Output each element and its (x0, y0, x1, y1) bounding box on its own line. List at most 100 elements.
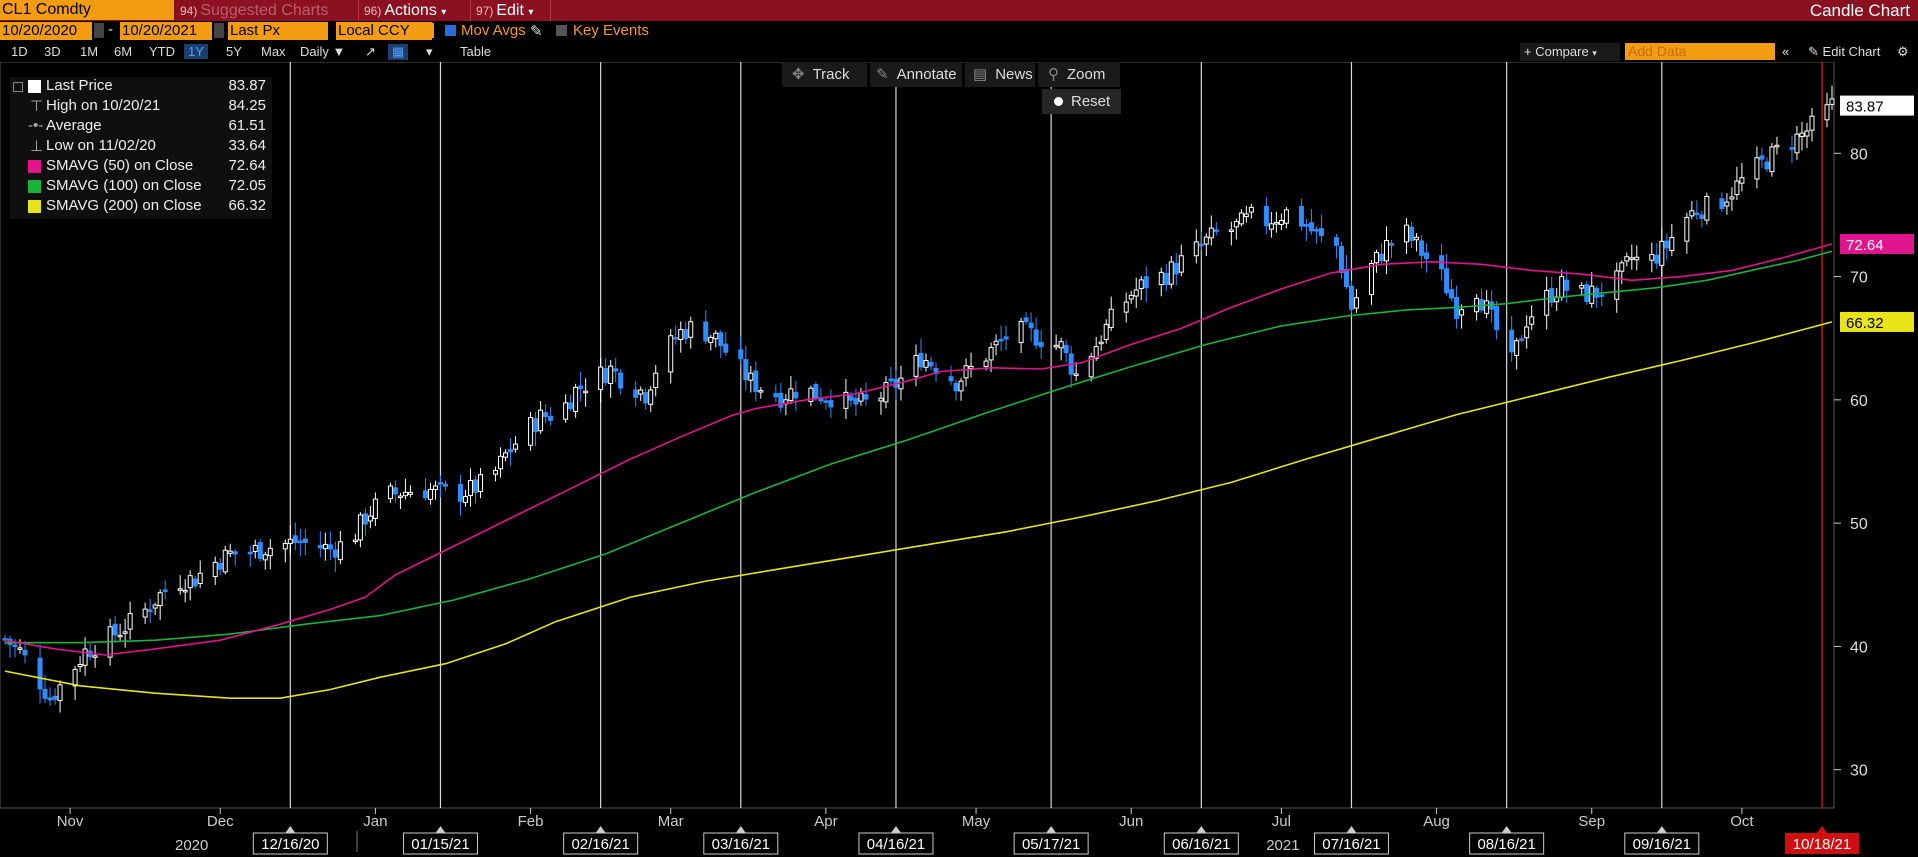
candle-down (1584, 284, 1590, 302)
candle-down (1494, 306, 1500, 331)
chart-type-dropdown-icon[interactable]: ▾ (426, 44, 433, 59)
legend-label: High on 10/20/21 (46, 97, 161, 114)
calendar-icon[interactable] (94, 23, 104, 38)
candle-up (648, 389, 654, 405)
calendar-icon[interactable] (214, 23, 224, 38)
candle-chart-icon[interactable]: ▦ (388, 44, 409, 60)
x-month-label: Apr (814, 813, 837, 830)
gear-icon[interactable]: ⚙ (1897, 44, 1909, 59)
candle-down (1564, 279, 1570, 291)
mov-avgs-label[interactable]: Mov Avgs (461, 22, 526, 39)
compare-button[interactable]: + Compare ▾ (1520, 43, 1620, 61)
candle-up (1368, 263, 1374, 295)
candle-up (387, 485, 393, 500)
range-3d[interactable]: 3D (44, 44, 61, 59)
candle-down (2, 638, 8, 641)
candle-up (1128, 294, 1134, 300)
suggested-charts-menu[interactable]: 94) Suggested Charts (180, 0, 328, 21)
line-chart-icon[interactable]: ↗ (365, 44, 376, 59)
actions-menu[interactable]: 96) Actions ▾ (364, 0, 446, 21)
zoom-label: Zoom (1067, 66, 1106, 83)
range-5y[interactable]: 5Y (226, 44, 242, 59)
x-month-label: Nov (57, 813, 84, 830)
legend-label: SMAVG (200) on Close (46, 197, 202, 214)
actions-label: Actions (384, 2, 437, 19)
candle-down (1759, 155, 1765, 160)
candle-chart[interactable]: 30 40 50 60 70 80 83.87 72.64 66.32 Nov Dec Jan Feb M… (0, 62, 1918, 857)
price-tag-label: 72.64 (1846, 237, 1884, 254)
edit-menu[interactable]: 97) Edit ▾ (476, 0, 533, 21)
candle-up (1579, 284, 1585, 289)
date-marker-pointer (735, 826, 746, 833)
candle-up (1073, 373, 1079, 376)
candle-down (247, 551, 253, 555)
x-month-label: Oct (1730, 813, 1754, 830)
annotate-label: Annotate (896, 66, 957, 83)
key-events-checkbox[interactable] (556, 25, 567, 36)
divider (470, 0, 471, 21)
collapse-icon[interactable]: « (1782, 44, 1790, 59)
range-ytd[interactable]: YTD (149, 44, 175, 59)
range-max[interactable]: Max (261, 44, 286, 59)
range-6m[interactable]: 6M (114, 44, 133, 59)
track-button[interactable]: ✥ Track (782, 62, 867, 87)
candle-down (548, 416, 554, 421)
candle-down (392, 487, 398, 495)
news-button[interactable]: ▤ News (965, 62, 1035, 87)
legend-label: SMAVG (100) on Close (46, 177, 202, 194)
y-tick-label: 30 (1850, 763, 1868, 780)
candle-up (397, 495, 403, 499)
table-button[interactable]: Table (460, 44, 492, 59)
candle-down (643, 392, 649, 404)
candle-down (1023, 317, 1029, 322)
candle-up (1794, 133, 1800, 154)
range-1m[interactable]: 1M (80, 44, 99, 59)
price-tag (1840, 95, 1914, 116)
candle-up (758, 390, 764, 393)
candle-up (988, 347, 994, 361)
end-date-field[interactable]: 10/20/2021 (120, 22, 212, 40)
date-marker-label: 07/16/21 (1322, 836, 1380, 853)
mov-avgs-checkbox[interactable] (445, 25, 456, 36)
candle-up (1058, 341, 1064, 349)
edit-chart-button[interactable]: ✎ Edit Chart (1808, 44, 1880, 60)
candle-up (1278, 220, 1284, 225)
price-field-select[interactable]: Last Px (228, 22, 328, 40)
period-select[interactable]: Daily ▼ (300, 44, 345, 59)
candle-down (543, 412, 549, 418)
reset-button[interactable]: Reset (1042, 89, 1121, 114)
legend-value: 66.32 (228, 197, 266, 214)
annotate-button[interactable]: ✎ Annotate (870, 62, 962, 87)
candle-up (653, 372, 659, 389)
pencil-icon[interactable]: ✎ (530, 23, 543, 40)
candle-down (422, 490, 428, 499)
candle-down (953, 382, 959, 392)
legend-collapse-icon[interactable] (13, 82, 23, 92)
candle-up (152, 604, 158, 609)
candle-up (1108, 308, 1114, 329)
ticker-field[interactable]: CL1 Comdty (0, 0, 174, 20)
candle-up (1459, 309, 1465, 316)
candle-down (1419, 240, 1425, 256)
start-date-field[interactable]: 10/20/2020 (0, 22, 92, 40)
candle-down (998, 338, 1004, 342)
date-marker-label: 04/16/21 (867, 836, 925, 853)
zoom-button[interactable]: ⚲ Zoom (1038, 62, 1120, 87)
key-events-label[interactable]: Key Events (573, 22, 649, 39)
candle-down (47, 697, 53, 701)
candle-up (92, 655, 98, 658)
add-data-input[interactable]: Add Data (1625, 43, 1775, 60)
candle-up (427, 488, 433, 500)
candle-up (1829, 98, 1835, 105)
currency-select[interactable]: Local CCY (336, 22, 432, 40)
candle-up (1283, 209, 1289, 224)
range-1d[interactable]: 1D (11, 44, 28, 59)
candle-down (743, 359, 749, 381)
candle-up (1233, 220, 1239, 228)
candle-down (1343, 268, 1349, 288)
range-1y[interactable]: 1Y (184, 44, 208, 59)
dropdown-icon[interactable] (424, 23, 434, 38)
candle-down (457, 484, 463, 502)
edit-label: Edit (496, 2, 524, 19)
candle-up (678, 328, 684, 341)
